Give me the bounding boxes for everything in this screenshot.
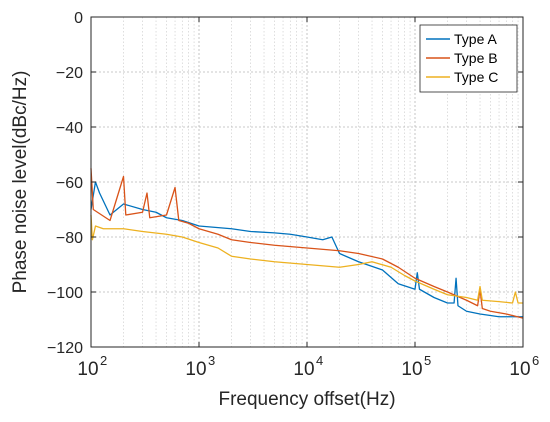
x-tick-label-exponent: 2 [100,353,107,368]
x-tick-label: 10 4 [293,353,323,380]
x-tick-label: 10 5 [401,353,431,380]
legend: Type A Type B Type C [419,24,518,93]
x-tick-label: 10 3 [185,353,215,380]
x-tick-label-exponent: 4 [316,353,323,368]
x-tick-label-base: 10 [509,359,530,380]
x-tick-label-base: 10 [401,359,422,380]
x-tick-label-exponent: 3 [208,353,215,368]
legend-label: Type B [454,50,498,66]
x-tick-label: 10 6 [509,353,539,380]
legend-label: Type C [454,69,498,85]
y-tick-label: −40 [56,120,83,137]
y-tick-label: −100 [47,285,83,302]
y-tick-label: −80 [56,230,83,247]
x-tick-label-exponent: 5 [424,353,431,368]
series-line-3 [90,214,523,304]
x-tick-label-base: 10 [293,359,314,380]
y-tick-label: −120 [47,340,83,357]
x-tick-label-base: 10 [77,359,98,380]
legend-label: Type A [454,31,497,47]
series-group [90,168,524,319]
tick-labels: 10 2 10 3 10 4 10 5 10 60−20−40−60−80−100−120 [47,10,539,380]
ticks [90,16,524,348]
y-tick-label: −20 [56,65,83,82]
y-axis-label: Phase noise level(dBc/Hz) [10,71,31,294]
x-tick-label-exponent: 6 [532,353,539,368]
y-tick-label: 0 [74,10,83,27]
x-axis-label: Frequency offset(Hz) [218,389,395,410]
x-tick-label-base: 10 [185,359,206,380]
x-tick-label: 10 2 [77,353,107,380]
series-line-2 [90,168,524,319]
y-tick-label: −60 [56,175,83,192]
